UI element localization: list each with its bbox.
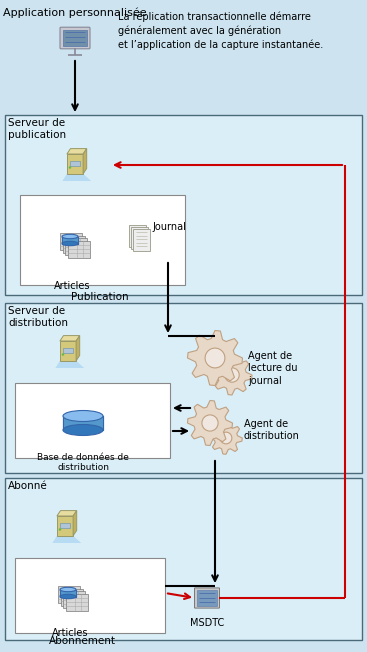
Circle shape — [202, 415, 218, 431]
Ellipse shape — [62, 234, 78, 239]
Text: Articles: Articles — [52, 628, 88, 638]
Bar — [65, 593, 87, 610]
Text: Serveur de
distribution: Serveur de distribution — [8, 306, 68, 329]
Polygon shape — [188, 331, 243, 385]
Circle shape — [62, 353, 64, 356]
Text: Base de données de
distribution: Base de données de distribution — [37, 453, 129, 473]
Polygon shape — [212, 355, 252, 395]
Polygon shape — [62, 174, 91, 181]
Polygon shape — [210, 422, 242, 454]
Bar — [60, 341, 76, 361]
Bar — [60, 523, 70, 528]
Polygon shape — [188, 400, 233, 445]
Bar — [60, 233, 82, 250]
FancyBboxPatch shape — [195, 588, 219, 608]
Bar — [133, 229, 150, 251]
Bar — [15, 383, 170, 458]
Polygon shape — [67, 149, 87, 154]
Ellipse shape — [60, 595, 76, 599]
Polygon shape — [83, 149, 87, 174]
Bar — [60, 589, 76, 597]
Text: Abonnement: Abonnement — [48, 636, 116, 646]
Bar — [57, 516, 73, 536]
Bar — [58, 586, 80, 603]
Polygon shape — [76, 336, 80, 361]
Ellipse shape — [63, 411, 103, 421]
Bar — [129, 225, 146, 247]
Text: La réplication transactionnelle démarre
généralement avec la génération
et l’app: La réplication transactionnelle démarre … — [118, 12, 323, 50]
Bar — [5, 115, 362, 295]
Polygon shape — [73, 511, 77, 536]
Polygon shape — [52, 536, 81, 543]
Bar — [62, 235, 84, 252]
Bar — [5, 303, 362, 473]
Polygon shape — [55, 361, 84, 368]
Text: Agent de
distribution: Agent de distribution — [244, 419, 300, 441]
Bar — [63, 30, 87, 46]
Text: Publication: Publication — [71, 292, 129, 302]
Bar — [67, 154, 83, 174]
Ellipse shape — [60, 587, 76, 592]
FancyBboxPatch shape — [60, 27, 90, 49]
Bar — [63, 591, 85, 608]
Bar — [5, 478, 362, 640]
Bar — [63, 348, 73, 353]
Bar — [68, 241, 90, 258]
Bar — [15, 558, 165, 633]
Ellipse shape — [63, 424, 103, 436]
Text: Application personnalisée: Application personnalisée — [3, 8, 147, 18]
Bar — [63, 416, 103, 430]
Bar — [63, 416, 103, 430]
Bar — [65, 238, 87, 255]
Circle shape — [205, 348, 225, 368]
Bar — [197, 591, 217, 606]
Polygon shape — [60, 336, 80, 341]
Text: MSDTC: MSDTC — [190, 618, 224, 628]
Bar — [62, 237, 78, 243]
Text: Agent de
lecture du
journal: Agent de lecture du journal — [248, 351, 298, 386]
Bar — [62, 237, 78, 243]
Bar — [70, 161, 80, 166]
Text: Serveur de
publication: Serveur de publication — [8, 118, 66, 140]
Bar — [20, 195, 185, 285]
Circle shape — [225, 368, 239, 382]
Bar — [131, 227, 148, 249]
Bar — [60, 589, 76, 597]
Bar — [61, 589, 83, 606]
Text: Abonné: Abonné — [8, 481, 48, 491]
Circle shape — [59, 528, 61, 531]
Ellipse shape — [62, 241, 78, 246]
Circle shape — [220, 432, 232, 444]
Polygon shape — [57, 511, 77, 516]
Circle shape — [69, 166, 71, 169]
Text: Articles: Articles — [54, 281, 90, 291]
Text: Journal: Journal — [152, 222, 186, 232]
